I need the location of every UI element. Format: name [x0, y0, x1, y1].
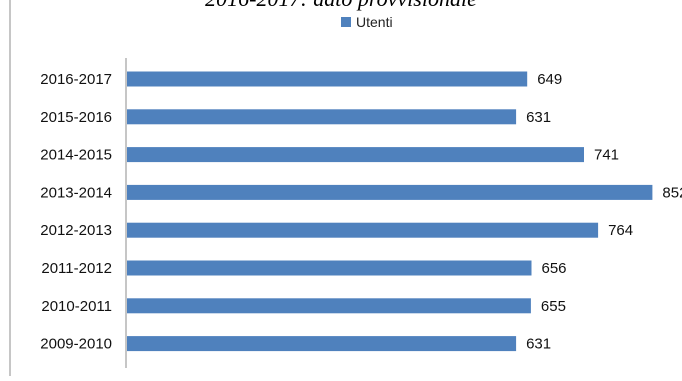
bar-2016-2017	[127, 71, 528, 87]
category-labels-group: 2016-2017 2015-2016 2014-2015 2013-2014 2012…	[40, 71, 112, 353]
bar-2010-2011	[127, 298, 531, 314]
bar-2014-2015	[127, 147, 584, 163]
data-labels-group: 649 631 741 852 764 656 655 631	[526, 71, 682, 353]
data-label-2010-2011: 655	[541, 298, 566, 315]
legend-swatch	[341, 17, 351, 27]
bar-2011-2012	[127, 260, 532, 276]
bar-2013-2014	[127, 184, 653, 200]
category-label-2010-2011: 2010-2011	[41, 298, 112, 315]
category-label-2013-2014: 2013-2014	[40, 184, 112, 201]
legend-label-utenti: Utenti	[356, 14, 393, 30]
data-label-2015-2016: 631	[526, 109, 551, 126]
data-label-2014-2015: 741	[594, 147, 619, 164]
category-label-2012-2013: 2012-2013	[40, 222, 112, 239]
data-label-2012-2013: 764	[608, 222, 633, 239]
bars-group	[127, 71, 653, 352]
category-label-2011-2012: 2011-2012	[41, 260, 112, 277]
category-label-2014-2015: 2014-2015	[40, 147, 112, 164]
bar-2012-2013	[127, 222, 599, 238]
chart-title: 2016-2017: dato provvisionale	[205, 0, 477, 11]
legend: Utenti	[341, 14, 393, 30]
data-label-2016-2017: 649	[537, 71, 562, 88]
category-label-2015-2016: 2015-2016	[40, 109, 112, 126]
bar-2015-2016	[127, 109, 517, 125]
data-label-2013-2014: 852	[662, 184, 682, 201]
data-label-2011-2012: 656	[542, 260, 567, 277]
category-label-2009-2010: 2009-2010	[40, 336, 112, 353]
data-label-2009-2010: 631	[526, 336, 551, 353]
category-label-2016-2017: 2016-2017	[40, 71, 112, 88]
bar-2009-2010	[127, 336, 517, 352]
